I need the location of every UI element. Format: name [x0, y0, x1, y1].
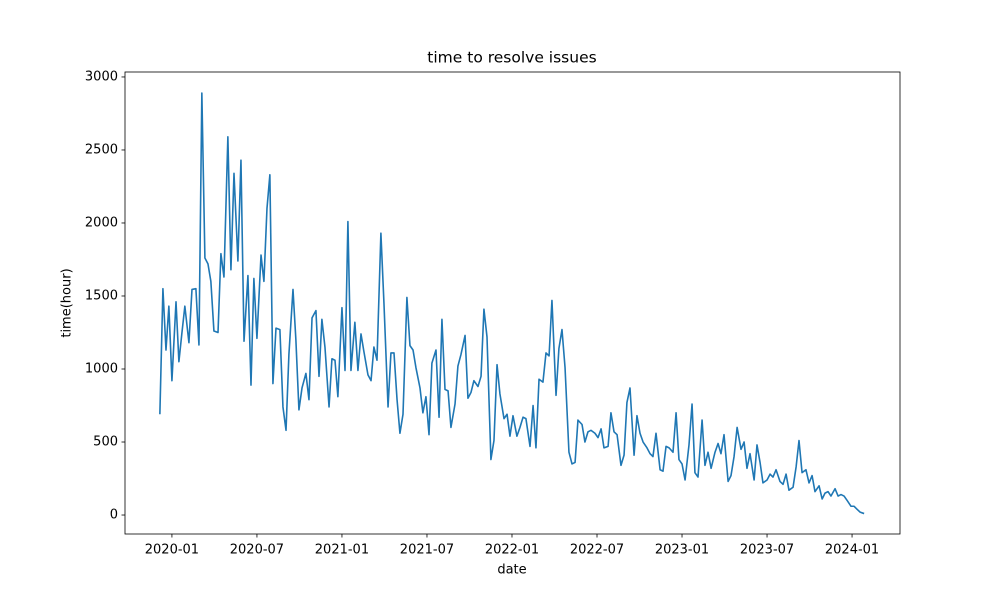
- y-axis-label: time(hour): [60, 268, 75, 337]
- x-tick-label: 2021-01: [315, 543, 369, 558]
- x-tick-label: 2020-07: [230, 543, 284, 558]
- y-tick-label: 500: [93, 435, 118, 450]
- y-tick-label: 2000: [85, 215, 118, 230]
- y-tick-label: 1500: [85, 288, 118, 303]
- x-tick-label: 2022-07: [570, 543, 624, 558]
- x-tick-label: 2023-01: [655, 543, 709, 558]
- chart-title: time to resolve issues: [427, 49, 596, 67]
- x-tick-label: 2020-01: [145, 543, 199, 558]
- x-tick-label: 2022-01: [485, 543, 539, 558]
- x-tick-label: 2021-07: [400, 543, 454, 558]
- data-line: [159, 92, 865, 515]
- y-tick-label: 1000: [85, 362, 118, 377]
- plot-frame: [124, 71, 901, 535]
- y-tick-label: 3000: [85, 69, 118, 84]
- y-tick-label: 0: [110, 508, 118, 523]
- x-tick-label: 2024-01: [825, 543, 879, 558]
- x-tick-label: 2023-07: [740, 543, 794, 558]
- y-tick-label: 2500: [85, 142, 118, 157]
- x-axis-label: date: [497, 563, 526, 578]
